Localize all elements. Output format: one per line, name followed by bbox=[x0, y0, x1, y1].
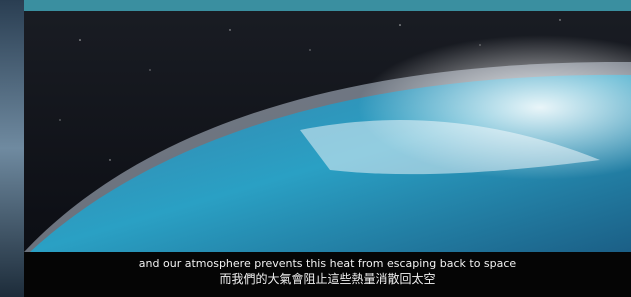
sun-glare bbox=[24, 11, 631, 252]
subtitles: and our atmosphere prevents this heat fr… bbox=[24, 252, 631, 297]
video-frame: and our atmosphere prevents this heat fr… bbox=[0, 0, 631, 297]
top-bar bbox=[24, 0, 631, 11]
subtitle-english: and our atmosphere prevents this heat fr… bbox=[24, 256, 631, 271]
side-panel bbox=[0, 0, 24, 297]
subtitle-chinese: 而我們的大氣會阻止這些熱量消散回太空 bbox=[24, 271, 631, 287]
